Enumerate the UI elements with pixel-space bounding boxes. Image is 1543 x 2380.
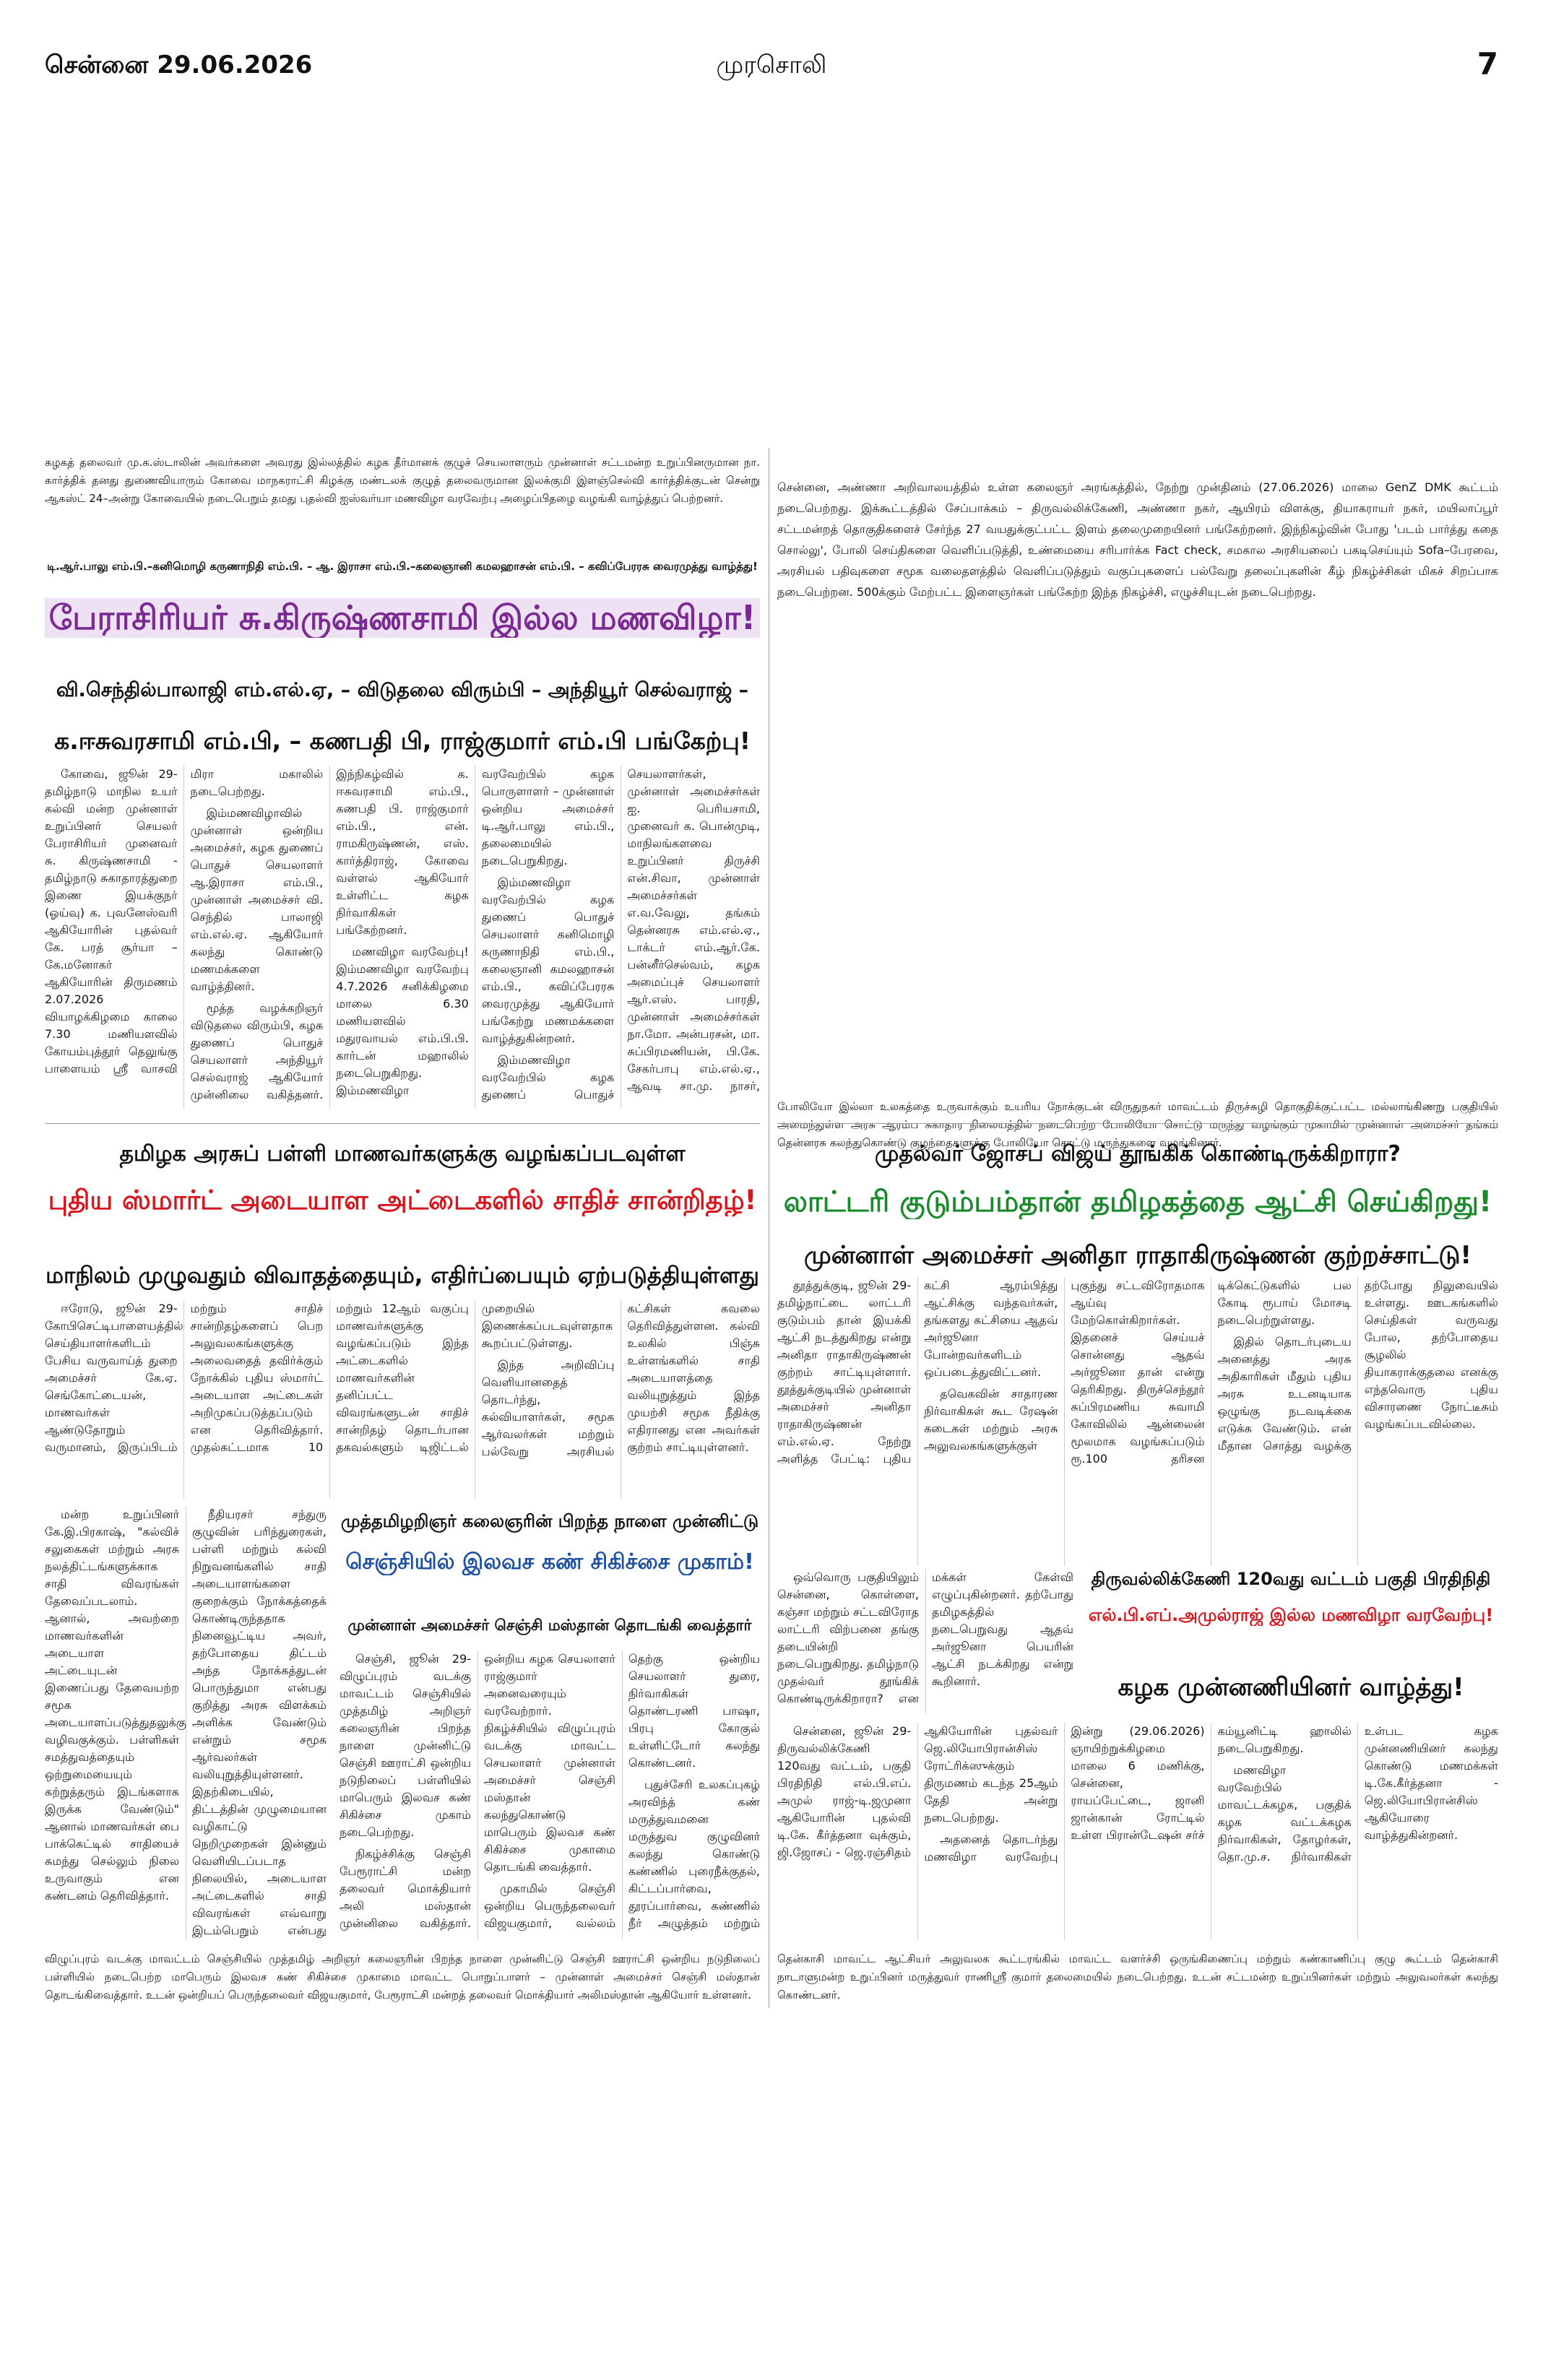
story-body: மன்ற உறுப்பினர் கே.இ.பிரகாஷ், "கல்விச் ச… (45, 1506, 327, 1939)
story-kicker: தமிழக அரசுப் பள்ளி மாணவர்களுக்கு வழங்கப்… (119, 1141, 686, 1167)
page-number: 7 (1477, 46, 1498, 82)
story-headline: புதிய ஸ்மார்ட் அடையாள அட்டைகளில் சாதிச் … (48, 1185, 757, 1216)
story-body: சென்னை, ஜூன் 29- திருவல்லிக்கேணி 120வது … (777, 1723, 1498, 1939)
body-paragraph: தவெகவின் சாதாரண நிர்வாகிகள் கூட ரேஷன் கட… (924, 1278, 1352, 1466)
story-body: தூத்துக்குடி, ஜூன் 29- தமிழ்நாட்டை லாட்ட… (777, 1277, 1498, 1566)
body-paragraph: இம்மணவிழா வரவேற்பில் கழக துணைப் பொதுச் ச… (481, 767, 760, 1102)
masthead: முரசொலி (716, 51, 827, 79)
body-paragraph: ஒவ்வொரு பகுதியிலும் சென்னை, கொள்ளை, கஞ்ச… (777, 1570, 1073, 1705)
story-headline: பேராசிரியர் சு.கிருஷ்ணசாமி இல்ல மணவிழா! (45, 598, 760, 639)
body-paragraph: தூத்துக்குடி, ஜூன் 29- தமிழ்நாட்டை லாட்ட… (777, 1278, 1058, 1466)
body-paragraph: நிகழ்ச்சிக்கு செஞ்சி பேரூராட்சி மன்ற தலை… (340, 1652, 615, 1930)
story-headline: எல்.பி.எப்.அமுல்ராஜ் இல்ல மணவிழா வரவேற்ப… (1088, 1605, 1494, 1625)
photo-caption: சென்னை, அண்ணா அறிவாலயத்தில் உள்ள கலைஞர் … (777, 480, 1499, 599)
photo-caption: கழகத் தலைவர் மு.க.ஸ்டாலின் அவர்களை அவரது… (45, 456, 760, 505)
story-kicker: முதல்வர் ஜோசப் விஜய் தூங்கிக் கொண்டிருக்… (875, 1141, 1401, 1167)
body-paragraph: இம்மணவிழாவில் முன்னாள் ஒன்றிய அமைச்சர், … (190, 806, 324, 993)
story-body: கோவை, ஜூன் 29- தமிழ்நாடு மாநில உயர் கல்வ… (45, 766, 760, 1109)
story-kicker: டி.ஆர்.பாலு எம்.பி.–கனிமொழி கருணாநிதி எம… (47, 560, 758, 573)
body-paragraph: இந்த அறிவிப்பு வெளியானதைத் தொடர்ந்து, கல… (481, 1302, 760, 1458)
body-paragraph: செஞ்சி, ஜூன் 29- விழுப்புரம் வடக்கு மாவட… (340, 1652, 471, 1839)
story-subhead: வி.செந்தில்பாலாஜி எம்.எல்.ஏ, – விடுதலை வ… (56, 679, 749, 701)
story-body: ஒவ்வொரு பகுதியிலும் சென்னை, கொள்ளை, கஞ்ச… (777, 1569, 1073, 1713)
body-paragraph: சென்னை, ஜூன் 29- திருவல்லிக்கேணி 120வது … (777, 1724, 1058, 1859)
body-paragraph: முகாமில் செஞ்சி ஒன்றிய பெருந்தலைவர் விஜய… (484, 1652, 760, 1930)
body-paragraph: இம்மணவிழா வரவேற்பில் கழக துணைப் பொதுச் ச… (481, 875, 615, 1045)
rule (777, 1123, 1498, 1124)
rule (45, 1123, 760, 1124)
story-headline: செஞ்சியில் இலவச கண் சிகிச்சை முகாம்! (345, 1549, 754, 1575)
story-subhead: மாநிலம் முழுவதும் விவாதத்தையும், எதிர்ப்… (46, 1263, 759, 1289)
photo-caption: விழுப்புரம் வடக்கு மாவட்டம் செஞ்சியில் ம… (45, 1952, 760, 2002)
dateline: சென்னை 29.06.2026 (45, 51, 313, 79)
story-subhead: க.ஈசுவரசாமி எம்.பி, – கணபதி பி, ராஜ்குமா… (54, 727, 751, 755)
body-paragraph: புதுச்சேரி உலகப்புகழ் அரவிந்த் கண் மருத்… (628, 1778, 760, 1930)
body-paragraph: அதனைத் தொடர்ந்து மணவிழா வரவேற்பு இன்று (… (924, 1724, 1352, 1864)
photo-caption: தென்காசி மாவட்ட ஆட்சியர் அலுவலக கூட்டரங்… (777, 1952, 1498, 2002)
story-body: ஈரோடு, ஜூன் 29- கோபிசெட்டிபாளையத்தில் செ… (45, 1300, 760, 1499)
body-paragraph: கோவை, ஜூன் 29- தமிழ்நாடு மாநில உயர் கல்வ… (45, 767, 324, 1076)
body-paragraph: நீதியரசர் சந்துரு குழுவின் பரிந்துரைகள்,… (192, 1507, 327, 1937)
body-paragraph: மணவிழா வரவேற்பில் மாவட்டக்கழக, பகுதிக் க… (1217, 1724, 1498, 1864)
body-paragraph: ஈரோடு, ஜூன் 29- கோபிசெட்டிபாளையத்தில் செ… (45, 1302, 613, 1454)
body-paragraph: மன்ற உறுப்பினர் கே.இ.பிரகாஷ், "கல்விச் ச… (45, 1507, 186, 1903)
story-body: செஞ்சி, ஜூன் 29- விழுப்புரம் வடக்கு மாவட… (340, 1650, 760, 1939)
story-subhead: முன்னாள் அமைச்சர் செஞ்சி மஸ்தான் தொடங்கி… (347, 1617, 752, 1634)
body-paragraph: மூத்த வழக்கறிஞர் விடுதலை விரும்பி, கழக த… (190, 767, 469, 1102)
body-paragraph: இதில் தொடர்புடைய அனைத்து அரசு அதிகாரிகள்… (1217, 1278, 1498, 1453)
story-subhead: கழக முன்னணியினர் வாழ்த்து! (1118, 1673, 1464, 1702)
story-subhead: முன்னாள் அமைச்சர் அனிதா ராதாகிருஷ்ணன் கு… (803, 1241, 1472, 1270)
story-kicker: திருவல்லிக்கேணி 120வது வட்டம் பகுதி பிரத… (1091, 1569, 1491, 1589)
photo-caption: போலியோ இல்லா உலகத்தை உருவாக்கும் உயரிய ந… (777, 1100, 1498, 1149)
body-paragraph: மணவிழா வரவேற்பு! இம்மணவிழா வரவேற்பு 4.7.… (336, 767, 615, 1097)
story-headline: லாட்டரி குடும்பம்தான் தமிழகத்தை ஆட்சி செ… (783, 1185, 1492, 1219)
story-kicker: முத்தமிழறிஞர் கலைஞரின் பிறந்த நாளை முன்ன… (340, 1511, 759, 1531)
